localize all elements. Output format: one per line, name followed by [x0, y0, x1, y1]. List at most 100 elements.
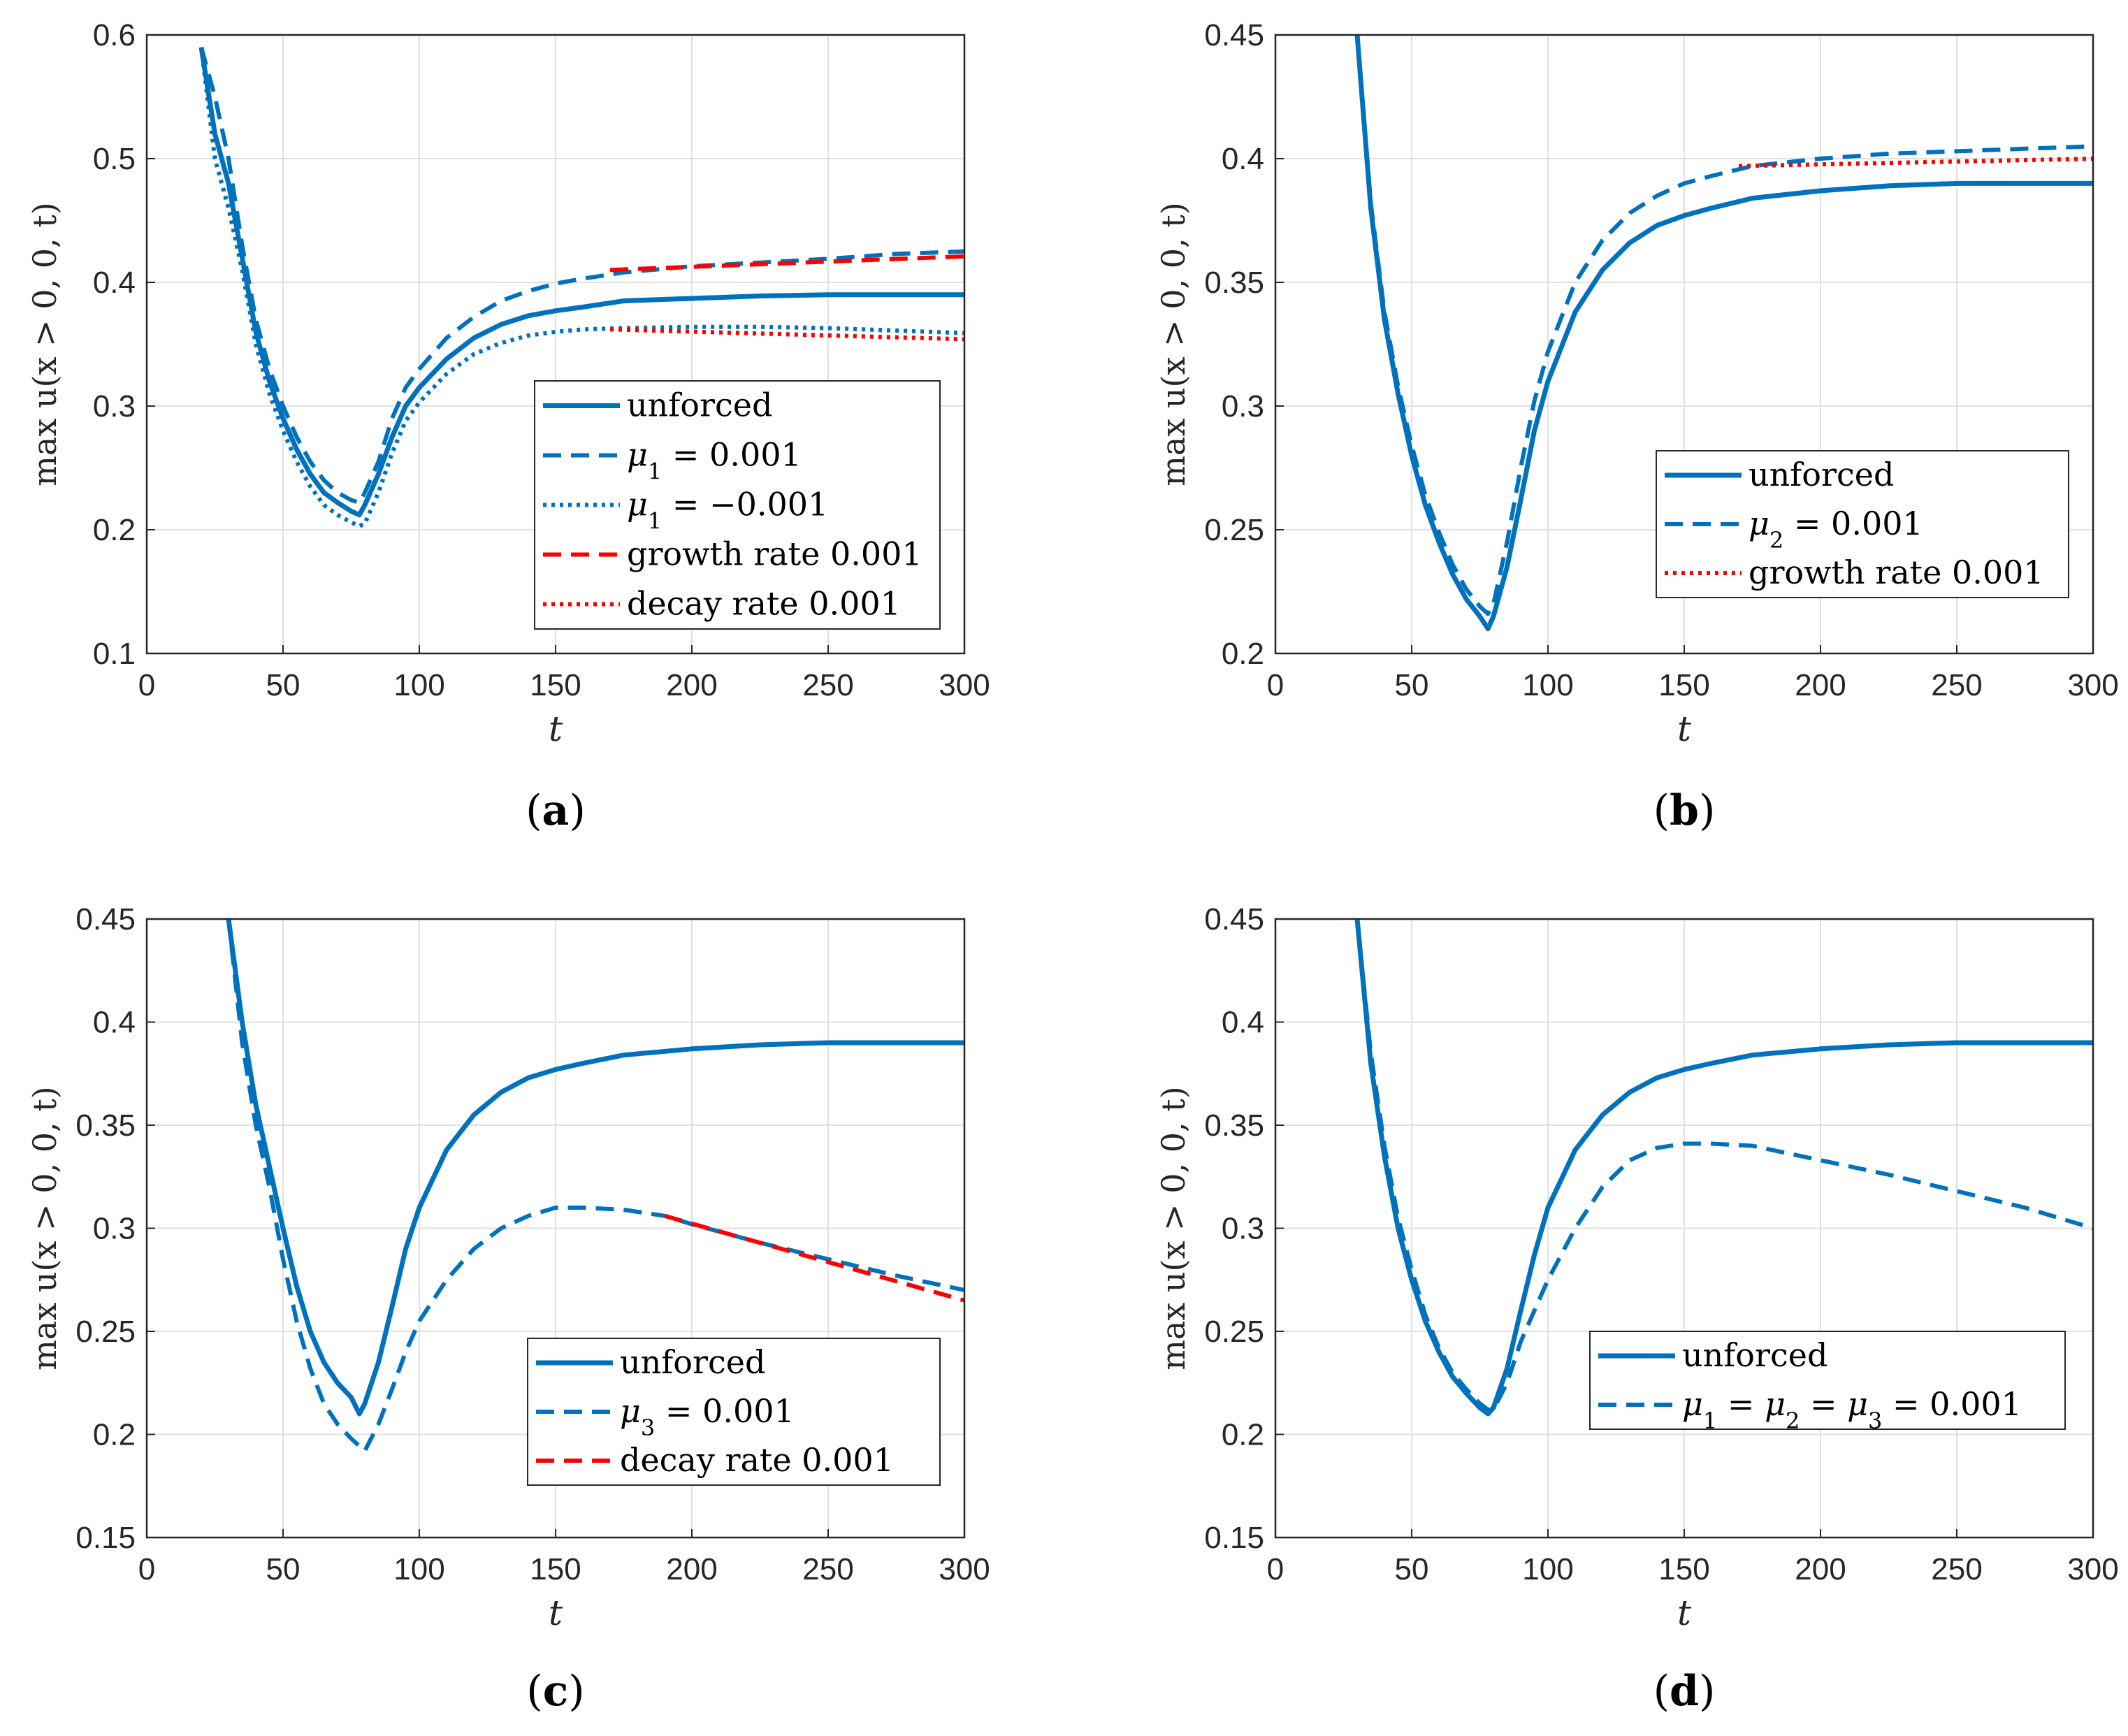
- x-tick-label: 300: [939, 1552, 990, 1586]
- series-line-2: [1355, 35, 2093, 616]
- x-tick-label: 250: [1931, 1552, 1982, 1586]
- x-axis-label: t: [549, 709, 563, 749]
- y-tick-label: 0.25: [1204, 1315, 1264, 1349]
- y-tick-label: 0.45: [1204, 902, 1264, 936]
- legend-box: [1589, 1331, 2066, 1430]
- y-axis-label: max u(x > 0, 0, t): [26, 202, 64, 486]
- series-line-1: [1354, 919, 2093, 1417]
- y-tick-label: 0.45: [1204, 18, 1264, 52]
- x-tick-label: 50: [266, 668, 301, 702]
- x-tick-label: 150: [1658, 668, 1709, 702]
- y-tick-label: 0.35: [1204, 1108, 1264, 1143]
- y-tick-label: 0.25: [75, 1315, 136, 1349]
- x-tick-label: 0: [138, 668, 155, 702]
- y-axis-label: max u(x > 0, 0, t): [1155, 202, 1192, 486]
- y-tick-label: 0.1: [93, 637, 136, 671]
- series-line-1: [1354, 35, 2093, 632]
- y-tick-label: 0.3: [93, 1212, 136, 1246]
- panel-caption: (a): [526, 786, 586, 835]
- x-tick-label: 300: [939, 668, 990, 702]
- series-line-5: [609, 327, 964, 342]
- x-tick-label: 100: [1522, 1552, 1573, 1586]
- x-tick-label: 0: [1267, 668, 1284, 702]
- panel-caption: (c): [526, 1667, 584, 1716]
- legend-entry: decay rate 0.001: [620, 1441, 894, 1479]
- y-tick-label: 0.15: [1204, 1521, 1264, 1555]
- y-tick-label: 0.3: [1222, 389, 1264, 424]
- legend-entry: μ1 = −0.001: [627, 486, 828, 535]
- series-line-2: [199, 46, 964, 505]
- y-axis-label: max u(x > 0, 0, t): [26, 1086, 64, 1370]
- y-tick-label: 0.4: [1222, 142, 1264, 176]
- y-tick-label: 0.35: [1204, 266, 1264, 300]
- y-tick-label: 0.2: [93, 1418, 136, 1452]
- legend-entry: unforced: [1682, 1336, 1827, 1374]
- x-tick-label: 150: [1658, 1552, 1709, 1586]
- x-axis-label: t: [549, 1593, 563, 1633]
- x-tick-label: 250: [802, 1552, 853, 1586]
- x-tick-label: 0: [1267, 1552, 1284, 1586]
- x-tick-label: 100: [393, 668, 444, 702]
- x-tick-label: 300: [2067, 668, 2118, 702]
- series-line-2: [226, 919, 964, 1454]
- x-tick-label: 200: [666, 668, 717, 702]
- chart-panel-c: 0 50 100 150 200 250 300 0.15 0.2 0.25 0.3 0.35 0.4 0…: [26, 902, 990, 1716]
- legend-entry: growth rate 0.001: [1749, 554, 2044, 591]
- x-tick-label: 50: [266, 1552, 301, 1586]
- y-tick-label: 0.3: [1222, 1212, 1264, 1246]
- y-tick-label: 0.4: [93, 266, 136, 300]
- x-axis-label: t: [1677, 709, 1692, 749]
- y-tick-label: 0.25: [1204, 513, 1264, 547]
- x-tick-label: 100: [1522, 668, 1573, 702]
- x-tick-label: 250: [802, 668, 853, 702]
- x-tick-label: 200: [1795, 668, 1846, 702]
- x-tick-label: 300: [2067, 1552, 2118, 1586]
- legend-entry: μ2 = 0.001: [1749, 505, 1923, 554]
- x-tick-label: 0: [138, 1552, 155, 1586]
- x-tick-label: 100: [393, 1552, 444, 1586]
- y-tick-label: 0.2: [1222, 1418, 1264, 1452]
- x-tick-label: 50: [1395, 1552, 1429, 1586]
- legend-entry: decay rate 0.001: [627, 585, 901, 623]
- chart-panel-a: 0 50 100 150 200 250 300 0.1 0.2 0.3 0.4 0.5 0.6 t max…: [26, 18, 990, 835]
- series-line-3: [664, 1213, 964, 1303]
- legend-entry: μ1 = 0.001: [627, 436, 802, 485]
- series-line-1: [226, 919, 964, 1417]
- y-tick-label: 0.5: [93, 142, 136, 176]
- plot-area-frame: [145, 34, 966, 655]
- x-tick-label: 200: [1795, 1552, 1846, 1586]
- legend-entry: μ3 = 0.001: [620, 1392, 795, 1441]
- x-tick-label: 150: [530, 1552, 581, 1586]
- x-tick-label: 200: [666, 1552, 717, 1586]
- y-tick-label: 0.2: [93, 513, 136, 547]
- x-axis-label: t: [1677, 1593, 1692, 1633]
- legend: unforced μ1 = μ2 = μ3 = 0.001: [1589, 1331, 2066, 1434]
- plot-area-frame: [145, 918, 966, 1539]
- panel-caption: (d): [1653, 1667, 1716, 1716]
- x-tick-label: 50: [1395, 668, 1429, 702]
- series-line-4: [609, 254, 964, 273]
- legend-entry: unforced: [620, 1343, 765, 1381]
- plot-area-frame: [1274, 918, 2094, 1539]
- legend-entry: unforced: [1749, 456, 1894, 493]
- x-tick-label: 250: [1931, 668, 1982, 702]
- legend-entry: μ1 = μ2 = μ3 = 0.001: [1682, 1385, 2022, 1434]
- y-tick-label: 0.2: [1222, 637, 1264, 671]
- x-tick-label: 150: [530, 668, 581, 702]
- chart-panel-d: 0 50 100 150 200 250 300 0.15 0.2 0.25 0.3 0.35 0.4 0…: [1155, 902, 2119, 1716]
- y-tick-label: 0.15: [75, 1521, 136, 1555]
- y-axis-label: max u(x > 0, 0, t): [1155, 1086, 1192, 1370]
- series-line-1: [198, 47, 964, 518]
- y-tick-label: 0.4: [93, 1006, 136, 1040]
- series-line-3: [1738, 157, 2093, 168]
- y-tick-label: 0.6: [93, 18, 136, 52]
- y-tick-label: 0.45: [75, 902, 136, 936]
- series-line-2: [1355, 919, 2093, 1412]
- series-line-3: [199, 47, 964, 528]
- chart-panel-b: 0 50 100 150 200 250 300 0.2 0.25 0.3 0.35 0.4 0.45 t…: [1155, 18, 2119, 835]
- y-tick-label: 0.35: [75, 1108, 136, 1143]
